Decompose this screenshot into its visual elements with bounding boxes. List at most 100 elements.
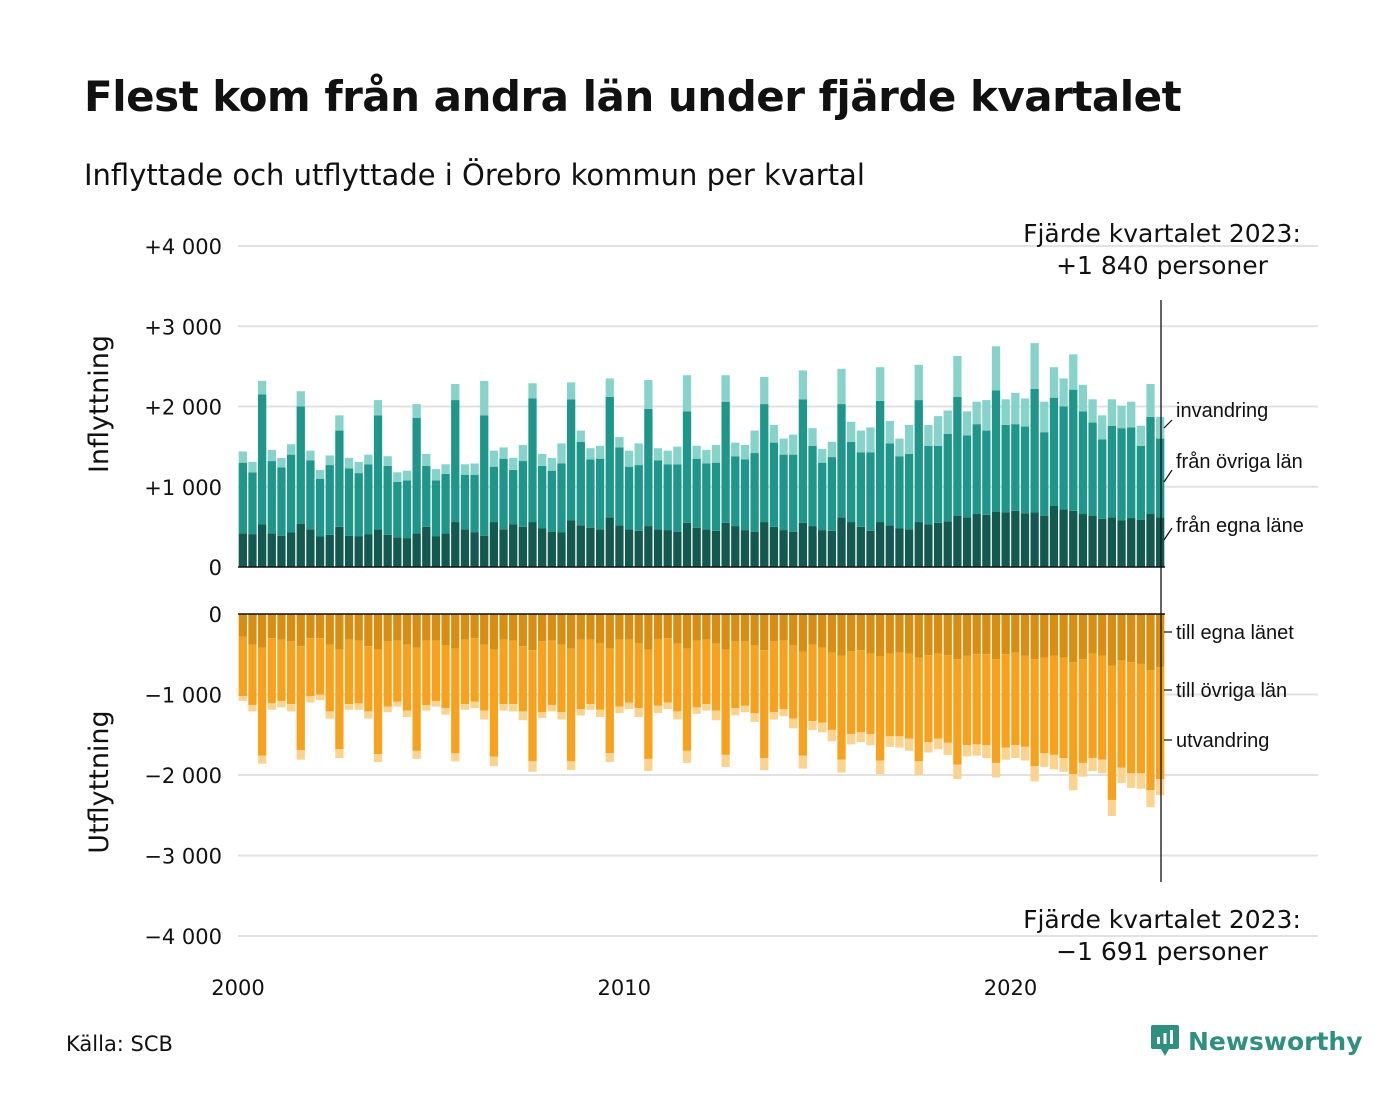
bar-inflow-segment xyxy=(673,446,682,465)
bar-outflow-segment xyxy=(595,614,605,643)
bar-inflow-segment xyxy=(1049,397,1059,507)
bar-inflow-segment xyxy=(711,445,721,463)
bar-inflow-segment xyxy=(837,368,846,405)
bar-outflow-segment xyxy=(286,641,296,705)
bar-outflow-segment xyxy=(402,710,412,718)
bar-inflow-segment xyxy=(856,430,865,453)
bar-inflow-segment xyxy=(238,533,247,567)
bar-outflow-segment xyxy=(1156,779,1165,796)
bar-inflow-segment xyxy=(1127,427,1136,519)
bar-inflow-segment xyxy=(354,536,363,567)
bar-inflow-segment xyxy=(847,522,856,567)
bar-outflow-segment xyxy=(1020,746,1030,761)
bar-inflow-segment xyxy=(779,438,788,455)
bar-inflow-segment xyxy=(1069,354,1078,390)
bar-outflow-segment xyxy=(702,639,711,705)
bar-outflow-segment xyxy=(1001,614,1010,655)
bar-outflow-segment xyxy=(335,614,344,650)
bar-outflow-segment xyxy=(277,700,286,708)
bar-outflow-segment xyxy=(808,721,817,730)
bar-inflow-segment xyxy=(624,450,634,467)
bar-outflow-segment xyxy=(576,614,585,640)
bar-inflow-segment xyxy=(682,411,692,523)
bar-inflow-segment xyxy=(1020,513,1030,567)
bar-outflow-segment xyxy=(769,614,779,642)
brand-logo[interactable]: Newsworthy xyxy=(1150,1024,1363,1058)
bar-inflow-segment xyxy=(924,424,933,446)
bar-inflow-segment xyxy=(644,380,653,409)
bar-outflow-segment xyxy=(248,614,257,645)
bar-outflow-segment xyxy=(1059,614,1068,658)
bar-outflow-segment xyxy=(1098,614,1107,656)
bar-inflow-segment xyxy=(325,455,334,466)
bar-outflow-segment xyxy=(470,638,479,702)
bar-inflow-segment xyxy=(991,346,1001,391)
legend-fran-egna-lane: från egna läne xyxy=(1176,515,1304,537)
bar-inflow-segment xyxy=(673,464,682,532)
bar-inflow-segment xyxy=(509,524,518,567)
bar-outflow-segment xyxy=(837,759,846,773)
bar-inflow-segment xyxy=(383,534,392,567)
bar-inflow-segment xyxy=(257,394,267,525)
bar-outflow-segment xyxy=(1040,657,1049,754)
bar-outflow-segment xyxy=(267,703,276,710)
bar-inflow-segment xyxy=(866,427,875,453)
bar-outflow-segment xyxy=(528,614,537,651)
bar-inflow-segment xyxy=(1088,399,1097,423)
bar-outflow-segment xyxy=(924,614,933,656)
bar-inflow-segment xyxy=(1040,401,1049,433)
bar-inflow-segment xyxy=(702,529,711,567)
bar-outflow-segment xyxy=(721,614,730,650)
bar-outflow-segment xyxy=(798,755,808,769)
bar-outflow-segment xyxy=(827,614,837,653)
bar-outflow-segment xyxy=(702,614,711,640)
bar-inflow-segment xyxy=(663,450,672,465)
bar-inflow-segment xyxy=(1146,416,1155,515)
legend-connector-invandring xyxy=(1163,419,1173,429)
bar-inflow-segment xyxy=(1117,520,1126,567)
bar-outflow-segment xyxy=(1001,654,1010,748)
bar-outflow-segment xyxy=(383,641,392,707)
bar-outflow-segment xyxy=(962,614,972,656)
bar-outflow-segment xyxy=(953,659,962,765)
bar-inflow-segment xyxy=(1001,512,1010,567)
bar-inflow-segment xyxy=(238,462,247,534)
bar-outflow-segment xyxy=(566,761,576,771)
bar-inflow-segment xyxy=(933,522,943,567)
bar-inflow-segment xyxy=(943,410,952,434)
bar-outflow-segment xyxy=(325,711,334,719)
bar-outflow-segment xyxy=(1040,614,1049,658)
bar-inflow-segment xyxy=(895,438,904,457)
bar-outflow-segment xyxy=(818,722,827,733)
bar-outflow-segment xyxy=(692,640,701,708)
bar-outflow-segment xyxy=(451,753,460,762)
bar-outflow-segment xyxy=(441,645,450,709)
bar-inflow-segment xyxy=(557,532,566,567)
bar-inflow-segment xyxy=(1078,411,1088,515)
bar-inflow-segment xyxy=(528,398,537,523)
bar-inflow-segment xyxy=(402,480,412,539)
y-tick-label-outflow: −2 000 xyxy=(144,764,222,788)
bar-inflow-segment xyxy=(904,453,914,530)
bar-outflow-segment xyxy=(586,704,595,710)
bar-inflow-segment xyxy=(1040,432,1049,516)
bar-outflow-segment xyxy=(557,644,566,713)
bar-outflow-segment xyxy=(798,651,808,756)
bar-inflow-segment xyxy=(653,529,663,567)
bar-inflow-segment xyxy=(682,522,692,567)
bar-inflow-segment xyxy=(354,473,363,537)
bar-outflow-segment xyxy=(634,642,643,709)
bar-outflow-segment xyxy=(895,652,904,737)
bar-outflow-segment xyxy=(847,651,856,734)
bar-inflow-segment xyxy=(991,390,1001,512)
bar-outflow-segment xyxy=(547,704,556,712)
bar-inflow-segment xyxy=(924,524,933,567)
bar-outflow-segment xyxy=(1030,659,1039,767)
bar-outflow-segment xyxy=(818,647,827,723)
bar-inflow-segment xyxy=(470,463,479,475)
bar-outflow-segment xyxy=(885,614,894,654)
bar-inflow-segment xyxy=(847,441,856,523)
bar-outflow-segment xyxy=(1127,614,1136,663)
bar-inflow-segment xyxy=(692,445,701,459)
bar-inflow-segment xyxy=(480,535,489,567)
